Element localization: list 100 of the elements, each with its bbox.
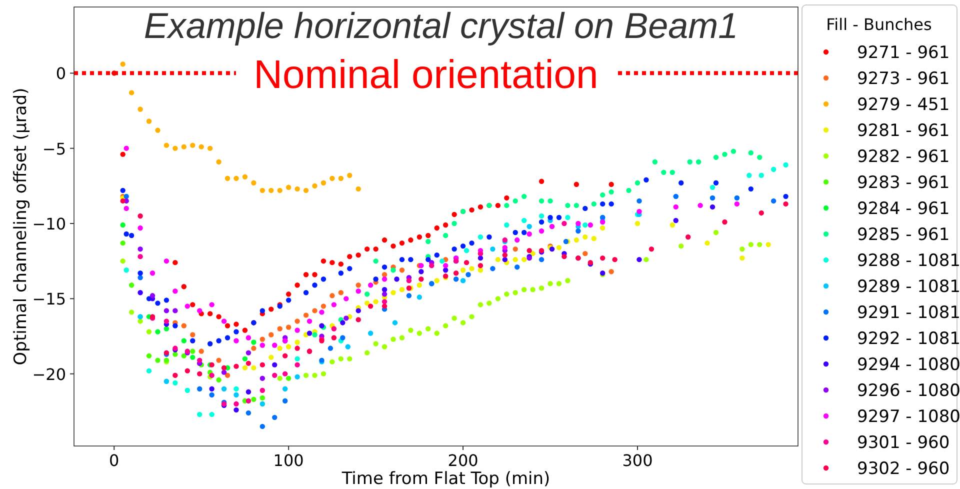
point: [272, 372, 278, 378]
point: [356, 252, 361, 258]
point: [172, 288, 178, 294]
point: [748, 242, 754, 248]
point: [478, 302, 484, 308]
point: [766, 242, 771, 248]
point: [120, 258, 126, 264]
point: [294, 282, 300, 288]
point: [246, 389, 252, 394]
x-tick-label: 100: [273, 451, 304, 470]
point: [770, 166, 776, 172]
point: [164, 298, 170, 303]
point: [687, 159, 692, 164]
point: [394, 276, 400, 282]
point: [286, 324, 292, 330]
x-tick-label: 300: [622, 451, 653, 470]
point: [172, 260, 178, 266]
point: [347, 254, 352, 260]
y-tick-label: 0: [56, 64, 66, 84]
point: [181, 353, 187, 358]
point: [216, 159, 222, 164]
point: [234, 329, 239, 334]
point: [538, 178, 544, 184]
point: [722, 219, 728, 225]
point: [120, 62, 126, 67]
point: [146, 329, 152, 334]
point: [730, 148, 736, 154]
legend-label: 9289 - 1081: [857, 277, 960, 297]
point: [460, 320, 466, 326]
point: [172, 372, 178, 378]
point: [234, 401, 239, 407]
point: [548, 198, 553, 204]
point: [330, 176, 335, 181]
point: [268, 354, 274, 360]
point: [340, 320, 346, 326]
point: [320, 276, 326, 282]
point: [268, 332, 274, 338]
point: [242, 174, 248, 180]
point: [312, 183, 318, 189]
point: [434, 330, 440, 336]
point: [512, 246, 518, 252]
legend-label: 9285 - 961: [857, 225, 950, 245]
point: [434, 225, 440, 231]
point: [234, 338, 239, 344]
point: [670, 222, 675, 228]
legend-label: 9296 - 1080: [857, 381, 960, 401]
point: [502, 252, 508, 258]
point: [591, 201, 596, 207]
point: [224, 323, 230, 328]
point: [418, 269, 424, 274]
point: [164, 326, 170, 332]
point: [330, 359, 335, 364]
point: [748, 186, 754, 192]
ref-line-label: Nominal orientation: [254, 53, 598, 98]
point: [164, 308, 170, 314]
point: [469, 240, 474, 246]
point: [434, 278, 440, 284]
point: [418, 276, 424, 282]
point: [408, 237, 414, 243]
point: [548, 281, 553, 286]
point: [426, 238, 431, 244]
point: [260, 308, 266, 314]
point: [514, 264, 520, 270]
point: [260, 362, 266, 368]
point: [636, 256, 642, 262]
point: [251, 396, 256, 402]
point: [294, 356, 300, 362]
point: [453, 276, 459, 282]
point: [216, 358, 222, 363]
point: [221, 386, 227, 392]
point: [124, 206, 129, 212]
point: [190, 142, 196, 148]
point: [442, 262, 448, 268]
y-tick-label: −10: [32, 214, 66, 234]
point: [207, 311, 213, 316]
point: [644, 256, 649, 262]
point: [452, 212, 457, 218]
point: [260, 342, 266, 348]
point: [138, 275, 143, 280]
point: [399, 268, 405, 273]
point: [172, 352, 178, 357]
point: [486, 300, 492, 306]
point: [260, 424, 266, 430]
point: [138, 213, 143, 219]
point: [713, 154, 719, 160]
point: [644, 177, 649, 182]
point: [221, 370, 227, 375]
point: [608, 182, 614, 188]
point: [172, 380, 178, 386]
point: [406, 293, 412, 298]
point: [197, 386, 202, 392]
point: [234, 176, 239, 181]
point: [565, 214, 570, 220]
point: [600, 192, 606, 198]
point: [442, 232, 448, 238]
point: [740, 246, 745, 252]
point: [190, 354, 196, 360]
point: [251, 365, 256, 370]
point: [242, 328, 248, 333]
point: [526, 248, 532, 254]
